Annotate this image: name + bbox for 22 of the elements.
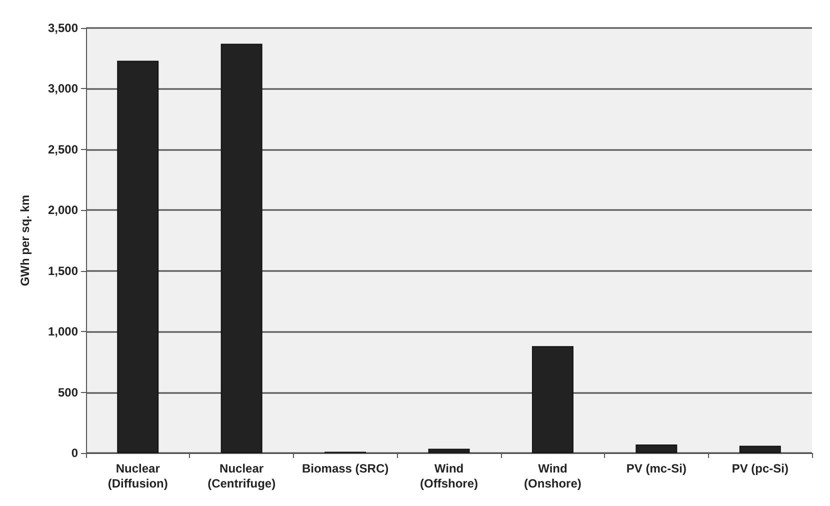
bar: [220, 44, 262, 453]
y-axis-title: GWh per sq. km: [18, 194, 32, 286]
x-tick-label: Biomass (SRC): [302, 462, 389, 476]
x-tick-label: PV (mc-Si): [626, 462, 686, 476]
bar: [636, 444, 678, 453]
y-tick-label: 2,500: [48, 142, 78, 156]
x-tick-label: PV (pc-Si): [732, 462, 788, 476]
bar: [739, 446, 781, 453]
x-tick-label: Wind (Onshore): [524, 462, 582, 490]
x-tick-label: Nuclear (Centrifuge): [208, 462, 276, 490]
y-tick-label: 3,500: [48, 21, 78, 35]
bar: [532, 346, 574, 453]
x-tick-label: Nuclear (Diffusion): [108, 462, 168, 490]
bar: [117, 60, 159, 453]
y-tick-label: 500: [58, 385, 78, 400]
bar: [428, 448, 470, 453]
y-tick-label: 1,000: [48, 324, 78, 339]
y-tick-label: 1,500: [48, 264, 78, 278]
x-tick-label: Wind (Offshore): [420, 462, 478, 490]
y-tick-label: 0: [71, 446, 78, 460]
y-tick-label: 3,000: [48, 82, 78, 96]
y-tick-label: 2,000: [48, 203, 78, 218]
